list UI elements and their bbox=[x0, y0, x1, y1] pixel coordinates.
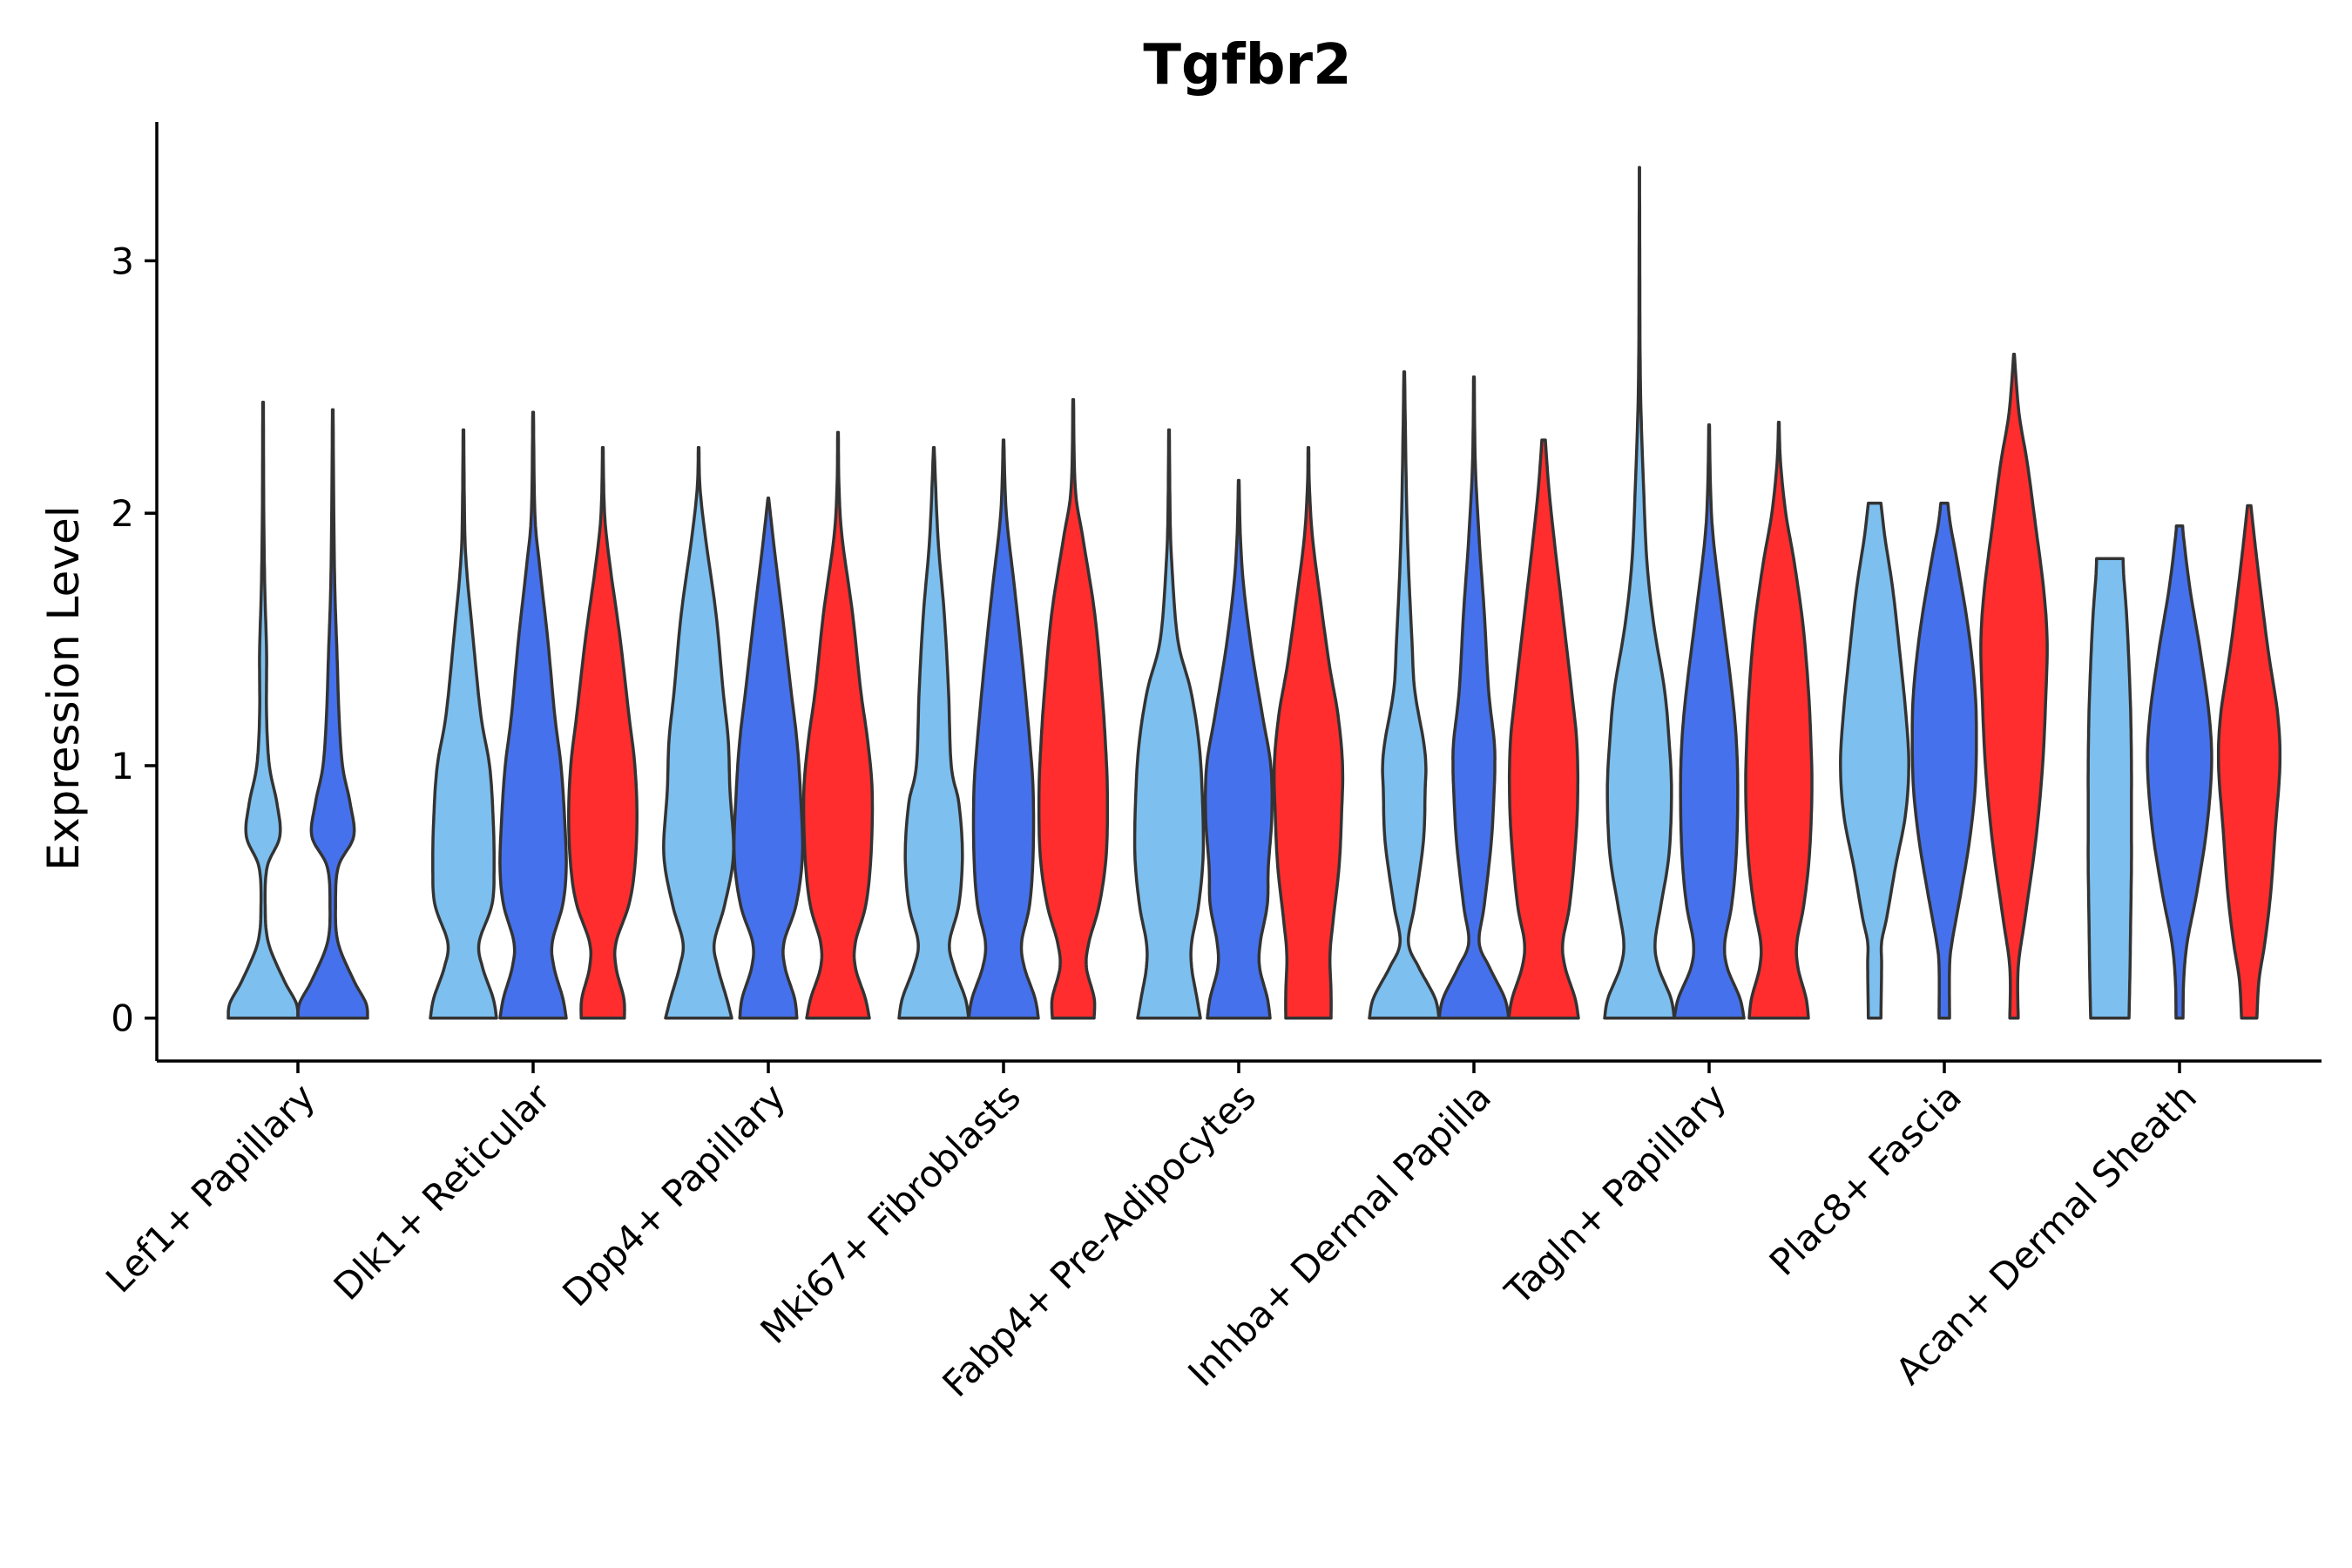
violin-9-blue bbox=[2146, 524, 2213, 1020]
violin-8-blue bbox=[1910, 501, 1978, 1020]
violin-3-blue bbox=[732, 497, 805, 1020]
x-tick-label-8: Plac8+ Fascia bbox=[1761, 1075, 1970, 1283]
y-tick-label-1: 1 bbox=[111, 745, 134, 787]
violin-group-1 bbox=[226, 400, 369, 1020]
violin-8-red bbox=[1979, 352, 2049, 1020]
x-tick-label-1: Lef1+ Papillary bbox=[98, 1075, 323, 1301]
y-tick-label-0: 0 bbox=[111, 997, 134, 1040]
y-tick-label-2: 2 bbox=[111, 492, 134, 535]
violin-4-blue bbox=[967, 438, 1040, 1020]
violin-group-3 bbox=[662, 430, 875, 1020]
violin-9-light-blue bbox=[2086, 557, 2133, 1020]
y-tick-label-3: 3 bbox=[111, 240, 134, 282]
violin-6-red bbox=[1507, 438, 1580, 1020]
violin-2-red bbox=[567, 446, 639, 1020]
violin-group-5 bbox=[1132, 428, 1345, 1020]
violin-5-blue bbox=[1203, 478, 1274, 1020]
violin-2-blue bbox=[498, 410, 568, 1020]
violin-6-light-blue bbox=[1368, 370, 1441, 1020]
chart-title: Tgfbr2 bbox=[1143, 33, 1351, 98]
violin-group-7 bbox=[1603, 166, 1814, 1020]
violin-1-blue bbox=[296, 408, 369, 1020]
x-tick-label-7: Tagln+ Papillary bbox=[1497, 1075, 1734, 1313]
violin-group-2 bbox=[429, 410, 639, 1020]
violin-7-light-blue bbox=[1603, 166, 1676, 1020]
violin-4-light-blue bbox=[897, 446, 970, 1020]
violin-6-blue bbox=[1437, 375, 1511, 1020]
violin-5-light-blue bbox=[1132, 428, 1206, 1020]
violin-2-light-blue bbox=[429, 428, 498, 1020]
violin-9-red bbox=[2216, 504, 2282, 1020]
violins-layer bbox=[226, 166, 2282, 1020]
violin-group-6 bbox=[1368, 370, 1580, 1020]
violin-1-light-blue bbox=[226, 400, 300, 1020]
violin-3-red bbox=[801, 430, 875, 1020]
violin-7-blue bbox=[1673, 422, 1746, 1020]
y-axis-label: Expression Level bbox=[38, 505, 89, 870]
violin-3-light-blue bbox=[662, 446, 735, 1020]
violin-5-red bbox=[1272, 446, 1345, 1020]
x-tick-label-2: Dlk1+ Reticular bbox=[326, 1075, 559, 1308]
violin-group-9 bbox=[2086, 504, 2282, 1020]
violin-4-red bbox=[1037, 398, 1110, 1020]
x-tick-label-4: Mki67+ Fibroblasts bbox=[753, 1075, 1029, 1351]
violin-group-4 bbox=[897, 398, 1110, 1020]
x-tick-label-3: Dpp4+ Papillary bbox=[554, 1075, 794, 1315]
violin-group-8 bbox=[1839, 352, 2049, 1020]
violin-7-red bbox=[1744, 421, 1814, 1020]
violin-8-light-blue bbox=[1839, 501, 1910, 1020]
